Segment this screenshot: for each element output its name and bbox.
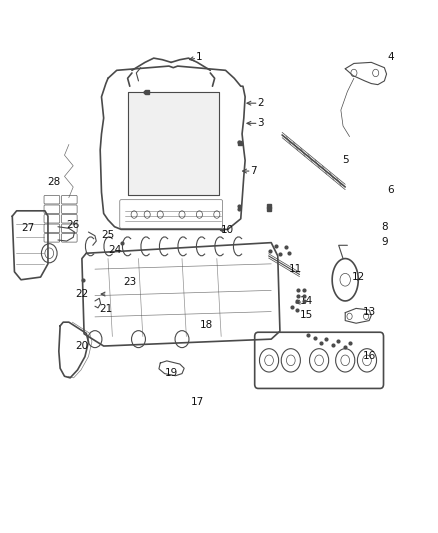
Text: 20: 20 (75, 341, 88, 351)
Text: 18: 18 (199, 320, 212, 330)
Text: 23: 23 (123, 277, 136, 287)
Text: 13: 13 (363, 306, 376, 317)
Text: 6: 6 (388, 184, 394, 195)
Text: 1: 1 (196, 52, 203, 62)
Text: 24: 24 (108, 245, 121, 255)
Text: 8: 8 (381, 222, 388, 232)
Text: 25: 25 (101, 230, 115, 240)
Text: 12: 12 (352, 272, 365, 282)
Text: 9: 9 (381, 237, 388, 247)
Text: 5: 5 (342, 156, 349, 165)
Text: 2: 2 (257, 98, 264, 108)
Text: 11: 11 (289, 264, 302, 274)
Polygon shape (127, 92, 219, 195)
Text: 14: 14 (300, 296, 313, 306)
Text: 17: 17 (191, 397, 204, 407)
Text: 27: 27 (21, 223, 34, 233)
Text: 3: 3 (257, 118, 264, 128)
Text: 16: 16 (363, 351, 376, 361)
Text: 10: 10 (221, 225, 234, 236)
Text: 22: 22 (75, 289, 88, 299)
Text: 4: 4 (388, 52, 394, 62)
Text: 28: 28 (47, 176, 60, 187)
Text: 15: 15 (300, 310, 313, 320)
Text: 7: 7 (251, 166, 257, 176)
Text: 19: 19 (165, 368, 178, 377)
Text: 21: 21 (99, 304, 113, 314)
Text: 26: 26 (67, 220, 80, 230)
